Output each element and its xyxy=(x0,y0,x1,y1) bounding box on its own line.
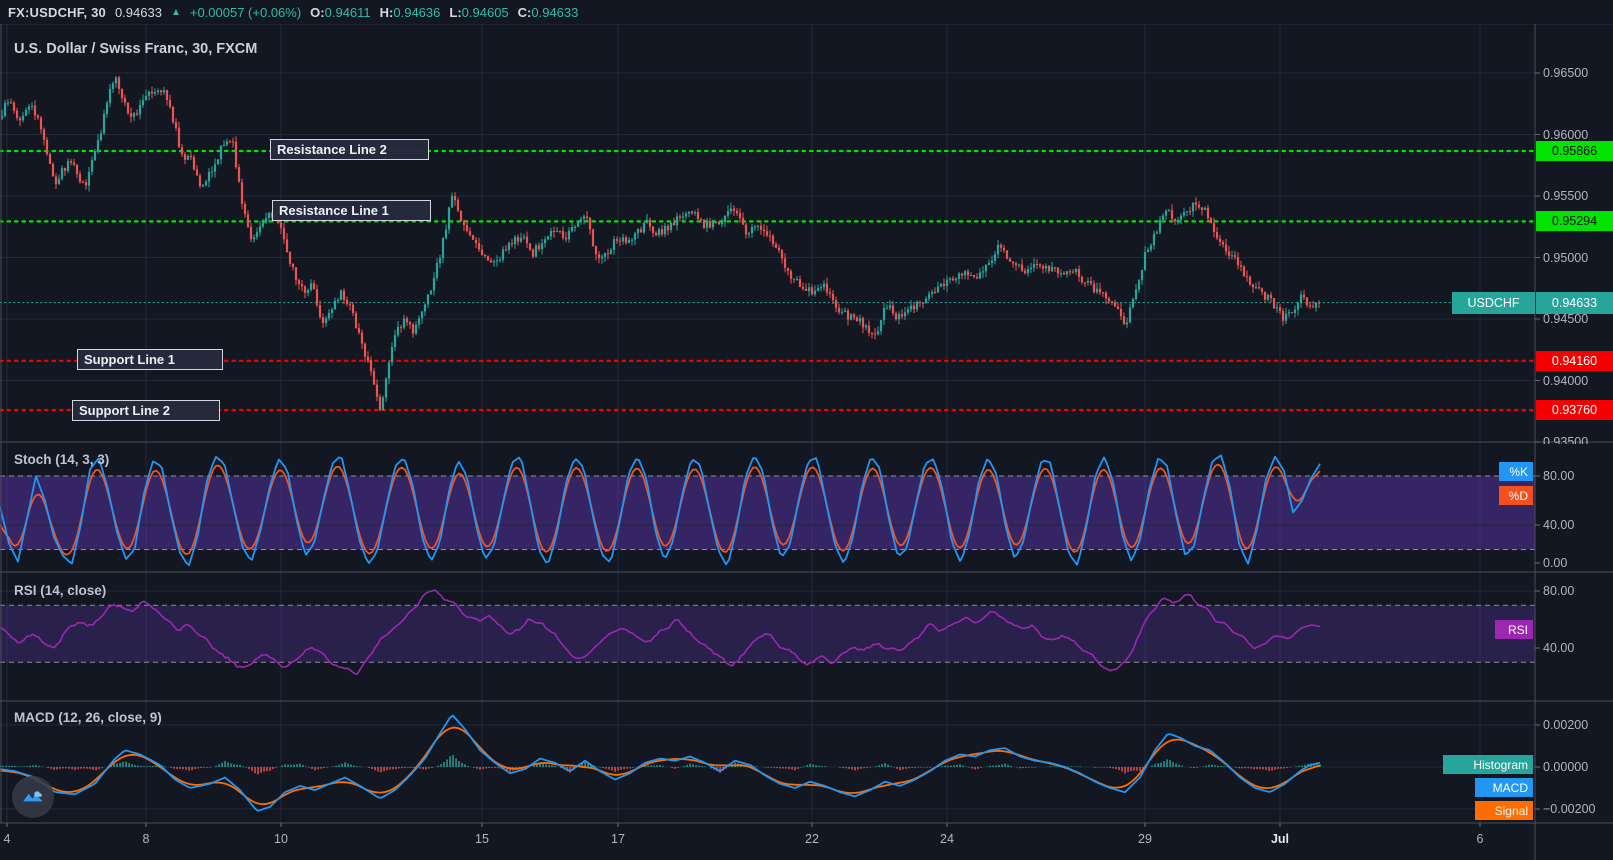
price-axis-main[interactable]: 0.96500 0.96000 0.95500 0.95000 0.94500 0.940… xyxy=(1535,24,1613,444)
low-value: L:0.94605 xyxy=(449,4,509,20)
axis-tick-label: 0.96500 xyxy=(1543,66,1589,80)
symbol-name[interactable]: FX:USDCHF, 30 xyxy=(8,4,106,20)
resistance-line-2-label[interactable]: Resistance Line 2 xyxy=(270,139,429,160)
price-change: +0.00057 (+0.06%) xyxy=(189,4,302,20)
support-line-1-label[interactable]: Support Line 1 xyxy=(77,349,223,370)
time-axis-label: 24 xyxy=(940,832,954,846)
stoch-indicator-title[interactable]: Stoch (14, 3, 3) xyxy=(14,452,110,467)
axis-tick-label: 0.93500 xyxy=(1543,435,1589,444)
stoch-band xyxy=(0,476,1535,550)
axis-tick-label: 0.94000 xyxy=(1543,373,1589,388)
axis-tick-label: 0.00 xyxy=(1543,556,1568,570)
tradingview-logo[interactable] xyxy=(12,776,54,818)
time-axis[interactable]: 4 8 10 15 17 22 24 29 Jul 6 xyxy=(0,823,1613,860)
macd-indicator-title[interactable]: MACD (12, 26, close, 9) xyxy=(14,710,162,725)
support-2-price-flag: 0.93760 xyxy=(1536,400,1613,420)
axis-tick-label: 0.95500 xyxy=(1543,189,1589,203)
axis-tick-label: 0.96000 xyxy=(1543,127,1589,142)
price-axis-stoch[interactable]: 80.00 40.00 0.00 xyxy=(1535,442,1613,572)
time-axis-label: Jul xyxy=(1270,832,1290,846)
axis-tick-label: 0.95000 xyxy=(1543,250,1589,265)
symbol-info-bar: FX:USDCHF, 30 0.94633 ▲ +0.00057 (+0.06%… xyxy=(0,0,1613,24)
axis-tick-label: 0.94500 xyxy=(1543,312,1589,326)
time-axis-label: 4 xyxy=(3,832,11,846)
axis-tick-label: 40.00 xyxy=(1543,641,1575,655)
main-chart-title[interactable]: U.S. Dollar / Swiss Franc, 30, FXCM xyxy=(14,41,258,57)
macd-signal-badge: Signal xyxy=(1475,801,1533,820)
support-1-price-flag: 0.94160 xyxy=(1536,351,1613,371)
stoch-k-badge: %K xyxy=(1499,462,1533,481)
macd-line-badge: MACD xyxy=(1475,778,1533,797)
rsi-badge: RSI xyxy=(1495,620,1533,639)
series-line xyxy=(0,714,1321,812)
series-line xyxy=(0,589,1321,676)
price-axis-rsi[interactable]: 80.00 40.00 xyxy=(1535,572,1613,701)
resistance-line-1-label[interactable]: Resistance Line 1 xyxy=(272,200,431,221)
last-price-flag: 0.94633 xyxy=(1536,292,1613,314)
resistance-2-price-flag: 0.95866 xyxy=(1536,141,1613,161)
price-axis-macd[interactable]: 0.00200 0.00000 −0.00200 xyxy=(1535,701,1613,823)
axis-tick-label: 80.00 xyxy=(1543,584,1575,598)
rsi-indicator-title[interactable]: RSI (14, close) xyxy=(14,583,107,598)
resistance-1-price-flag: 0.95294 xyxy=(1536,211,1613,231)
series-line xyxy=(0,463,1321,556)
axis-tick-label: 80.00 xyxy=(1543,469,1575,483)
high-value: H:0.94636 xyxy=(379,4,441,20)
axis-tick-label: −0.00200 xyxy=(1543,802,1596,816)
open-value: O:0.94611 xyxy=(310,4,371,20)
time-axis-label: 8 xyxy=(142,832,150,846)
price-up-arrow-icon: ▲ xyxy=(170,6,181,18)
time-axis-label: 10 xyxy=(274,832,288,846)
last-price: 0.94633 xyxy=(114,4,162,20)
axis-tick-label: 40.00 xyxy=(1543,518,1575,532)
axis-tick-label: 0.00000 xyxy=(1543,760,1589,774)
time-axis-label: 17 xyxy=(611,832,625,846)
close-value: C:0.94633 xyxy=(517,4,579,20)
time-axis-label: 15 xyxy=(475,832,489,846)
support-line-2-label[interactable]: Support Line 2 xyxy=(72,400,220,421)
mountains-icon xyxy=(23,791,43,802)
time-axis-label: 22 xyxy=(805,832,819,846)
time-axis-label: 6 xyxy=(1476,832,1484,846)
macd-histogram-badge: Histogram xyxy=(1443,755,1533,774)
axis-tick-label: 0.00200 xyxy=(1543,718,1589,732)
last-price-symbol-flag: USDCHF xyxy=(1452,292,1535,314)
stoch-d-badge: %D xyxy=(1499,486,1533,505)
series-line xyxy=(0,454,1321,567)
time-axis-label: 29 xyxy=(1138,832,1152,846)
